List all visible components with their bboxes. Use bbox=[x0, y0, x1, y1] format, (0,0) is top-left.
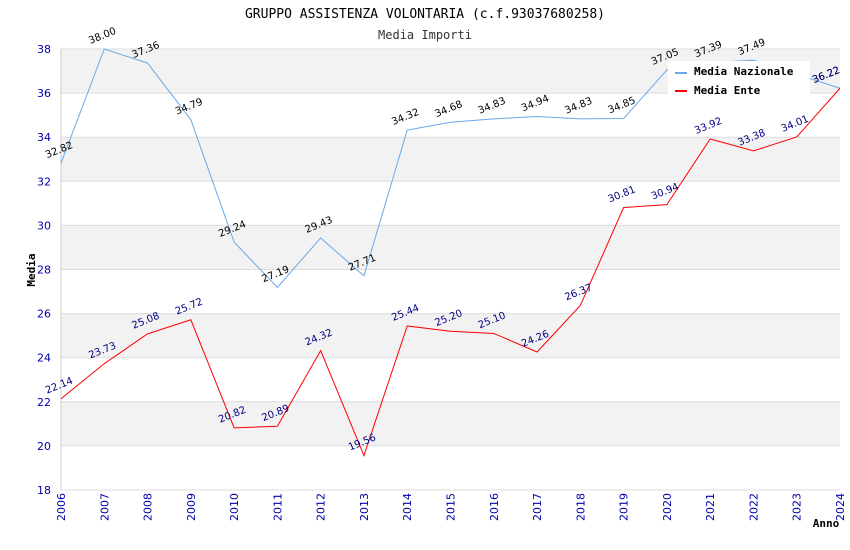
data-label-ente: 30.81 bbox=[607, 184, 638, 205]
data-label-ente: 33.92 bbox=[693, 116, 724, 137]
x-tick-label: 2015 bbox=[445, 493, 458, 521]
y-tick-label: 36 bbox=[37, 87, 51, 100]
x-tick-label: 2011 bbox=[271, 493, 284, 521]
legend-label-ente: Media Ente bbox=[694, 84, 761, 97]
y-tick-label: 20 bbox=[37, 440, 51, 453]
grid-band bbox=[61, 137, 840, 182]
legend: Media Nazionale Media Ente bbox=[668, 61, 810, 97]
x-tick-label: 2012 bbox=[315, 493, 328, 521]
data-label-nazionale: 34.68 bbox=[434, 99, 465, 120]
x-tick-label: 2021 bbox=[704, 493, 717, 521]
background-bands bbox=[61, 49, 840, 446]
x-tick-label: 2020 bbox=[661, 493, 674, 521]
data-label-nazionale: 38.00 bbox=[87, 26, 118, 47]
data-label-ente: 26.37 bbox=[563, 282, 594, 303]
x-tick-label: 2006 bbox=[55, 493, 68, 521]
y-tick-label: 38 bbox=[37, 43, 51, 56]
x-tick-label: 2024 bbox=[834, 493, 847, 521]
gridlines bbox=[60, 48, 840, 491]
data-label-nazionale: 34.85 bbox=[607, 95, 638, 116]
x-axis-title: Anno bbox=[813, 517, 840, 530]
x-tick-label: 2009 bbox=[185, 493, 198, 521]
data-label-nazionale: 34.79 bbox=[174, 97, 205, 118]
chart-subtitle: Media Importi bbox=[378, 28, 472, 42]
x-tick-label: 2010 bbox=[228, 493, 241, 521]
x-tick-label: 2007 bbox=[98, 493, 111, 521]
data-label-nazionale: 34.83 bbox=[477, 96, 508, 117]
grid-band bbox=[61, 401, 840, 446]
data-label-ente: 22.14 bbox=[44, 376, 75, 397]
x-tick-label: 2008 bbox=[142, 493, 155, 521]
x-tick-label: 2017 bbox=[531, 493, 544, 521]
y-axis-title: Media bbox=[25, 253, 38, 286]
y-tick-label: 34 bbox=[37, 131, 51, 144]
legend-label-nazionale: Media Nazionale bbox=[694, 65, 794, 78]
y-tick-label: 18 bbox=[37, 484, 51, 497]
grid-band bbox=[61, 225, 840, 270]
data-label-nazionale: 34.94 bbox=[520, 93, 551, 114]
x-tick-label: 2016 bbox=[488, 493, 501, 521]
legend-box bbox=[668, 61, 810, 96]
y-tick-labels: 18 20 22 24 26 28 30 32 34 36 38 bbox=[37, 43, 51, 497]
y-tick-label: 28 bbox=[37, 264, 51, 277]
data-label-ente: 30.94 bbox=[650, 182, 681, 203]
x-tick-label: 2014 bbox=[401, 493, 414, 521]
x-tick-label: 2013 bbox=[358, 493, 371, 521]
y-tick-label: 22 bbox=[37, 396, 51, 409]
y-tick-label: 32 bbox=[37, 175, 51, 188]
x-tick-label: 2022 bbox=[747, 493, 760, 521]
y-tick-label: 24 bbox=[37, 352, 51, 365]
chart-title: GRUPPO ASSISTENZA VOLONTARIA (c.f.930376… bbox=[245, 7, 605, 22]
x-tick-label: 2018 bbox=[574, 493, 587, 521]
x-tick-label: 2019 bbox=[618, 493, 631, 521]
data-label-ente: 34.01 bbox=[780, 114, 811, 135]
series-line-ente bbox=[60, 87, 841, 458]
y-tick-label: 30 bbox=[37, 219, 51, 232]
x-tick-labels: 2006 2007 2008 2009 2010 2011 2012 2013 2014 2015… bbox=[55, 493, 847, 521]
data-label-nazionale: 34.83 bbox=[563, 96, 594, 117]
data-label-nazionale: 34.32 bbox=[390, 107, 421, 128]
x-tick-label: 2023 bbox=[791, 493, 804, 521]
y-tick-label: 26 bbox=[37, 308, 51, 321]
